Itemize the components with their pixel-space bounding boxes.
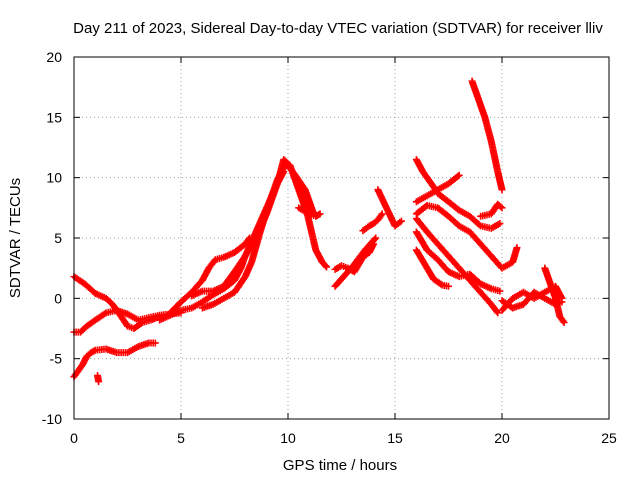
data-point bbox=[316, 210, 324, 218]
data-point bbox=[245, 234, 253, 242]
data-point bbox=[558, 294, 566, 302]
x-tick-label: 15 bbox=[387, 430, 403, 446]
series-arc3b bbox=[94, 372, 103, 386]
series-arc5 bbox=[166, 234, 253, 317]
series-arc11 bbox=[359, 210, 386, 235]
y-tick-label: 5 bbox=[54, 230, 62, 246]
data-point bbox=[455, 171, 463, 179]
data-point bbox=[493, 307, 501, 315]
series-arc7 bbox=[198, 159, 318, 312]
series-arc19 bbox=[468, 77, 506, 194]
data-point bbox=[151, 339, 159, 347]
series-arc3 bbox=[70, 339, 159, 381]
data-point bbox=[454, 172, 462, 180]
y-tick-label: 15 bbox=[46, 109, 62, 125]
y-tick-label: 10 bbox=[46, 170, 62, 186]
data-point bbox=[498, 204, 506, 212]
series-arc12 bbox=[374, 186, 405, 230]
x-ticks: 0 5 10 15 20 25 bbox=[70, 57, 617, 446]
y-tick-label: 20 bbox=[46, 49, 62, 65]
chart-title: Day 211 of 2023, Sidereal Day-to-day VTE… bbox=[73, 20, 603, 37]
data-point bbox=[101, 310, 109, 318]
data-point bbox=[560, 318, 568, 326]
series-arc18 bbox=[412, 246, 452, 290]
series-arc1 bbox=[70, 273, 164, 332]
data-point bbox=[323, 263, 331, 271]
data-point bbox=[371, 235, 379, 243]
series-arc14 bbox=[412, 171, 463, 206]
data-point bbox=[378, 210, 386, 218]
x-axis-label: GPS time / hours bbox=[283, 457, 397, 474]
series-arc13 bbox=[412, 156, 504, 232]
grid bbox=[74, 57, 609, 419]
y-axis-label: SDTVAR / TECUs bbox=[7, 178, 24, 298]
x-tick-label: 5 bbox=[177, 430, 185, 446]
data-point bbox=[90, 347, 98, 355]
x-tick-label: 10 bbox=[280, 430, 296, 446]
series-arc23 bbox=[541, 264, 568, 326]
data-point bbox=[372, 234, 380, 242]
y-tick-label: -5 bbox=[50, 351, 63, 367]
data-point bbox=[370, 240, 378, 248]
data-points bbox=[70, 77, 568, 386]
series-arc17 bbox=[412, 228, 504, 295]
data-point bbox=[496, 220, 504, 228]
y-ticks: -10 -5 0 5 10 15 20 bbox=[42, 49, 609, 427]
data-point bbox=[377, 211, 385, 219]
data-point bbox=[496, 287, 504, 295]
data-point bbox=[445, 282, 452, 290]
data-point bbox=[397, 217, 405, 225]
data-point bbox=[321, 262, 329, 270]
series-arc10 bbox=[331, 240, 378, 276]
x-tick-label: 25 bbox=[601, 430, 617, 446]
data-point bbox=[559, 317, 567, 325]
data-point bbox=[95, 378, 103, 386]
y-tick-label: 0 bbox=[54, 290, 62, 306]
data-point bbox=[437, 280, 445, 288]
data-point bbox=[513, 244, 521, 252]
series-arc20 bbox=[477, 200, 506, 220]
series-arc8 bbox=[295, 204, 324, 220]
data-point bbox=[244, 236, 252, 244]
data-point bbox=[315, 211, 323, 219]
x-tick-label: 20 bbox=[494, 430, 510, 446]
data-point bbox=[498, 186, 506, 194]
data-point bbox=[494, 309, 502, 317]
x-tick-label: 0 bbox=[70, 430, 78, 446]
data-point bbox=[497, 203, 505, 211]
y-tick-label: -10 bbox=[42, 411, 62, 427]
